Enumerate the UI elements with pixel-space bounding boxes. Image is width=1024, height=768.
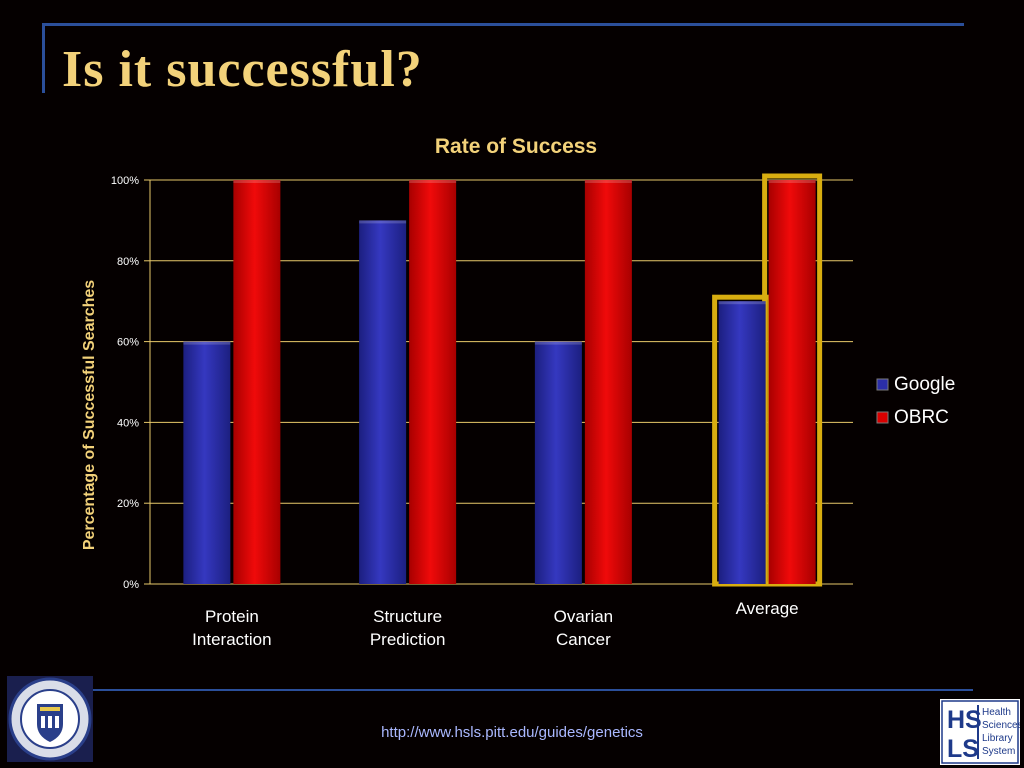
- svg-text:System: System: [982, 746, 1015, 757]
- top-rule: [42, 23, 964, 26]
- svg-text:Health: Health: [982, 707, 1011, 718]
- bar-cap: [233, 180, 281, 183]
- y-tick-label: 80%: [117, 256, 139, 268]
- chart-title: Rate of Success: [435, 135, 597, 158]
- bottom-rule: [88, 689, 973, 691]
- bar-cap: [183, 341, 231, 345]
- category-labels: Protein Interaction Structure Prediction Ova…: [192, 599, 798, 649]
- bar-chart: Rate of Success Percentage of Successful…: [81, 135, 955, 649]
- category-label: Average: [736, 599, 799, 618]
- bars: [183, 180, 816, 584]
- svg-text:HS: HS: [947, 706, 982, 734]
- slide-title: Is it successful?: [62, 41, 423, 98]
- y-tick-label: 100%: [111, 175, 139, 187]
- obrc-bar: [584, 180, 632, 584]
- svg-text:LS: LS: [947, 735, 979, 763]
- bar-cap: [584, 180, 632, 183]
- y-axis-label: Percentage of Successful Searches: [81, 280, 98, 550]
- legend-swatch-obrc: [876, 411, 889, 424]
- bar-cap: [768, 180, 816, 183]
- legend-label-google: Google: [894, 374, 955, 395]
- bar-cap: [359, 220, 407, 224]
- bar-cap: [718, 301, 766, 305]
- y-tick-label: 20%: [117, 498, 139, 510]
- legend: Google OBRC: [876, 374, 955, 428]
- footer-url: http://www.hsls.pitt.edu/guides/genetics: [381, 724, 643, 741]
- left-rule: [42, 23, 45, 93]
- y-tick-label: 60%: [117, 337, 139, 349]
- google-bar: [718, 301, 766, 584]
- bar-cap: [534, 341, 582, 345]
- bar-cap: [409, 180, 457, 183]
- google-bar: [183, 341, 231, 584]
- university-seal-logo: [7, 676, 93, 762]
- legend-swatch-google: [876, 378, 889, 391]
- google-bar: [534, 341, 582, 584]
- hsls-logo: HS LS Health Sciences Library System: [940, 699, 1020, 765]
- obrc-bar: [409, 180, 457, 584]
- svg-text:Library: Library: [982, 733, 1013, 744]
- category-label: Ovarian Cancer: [554, 607, 614, 649]
- y-tick-label: 40%: [117, 417, 139, 429]
- google-bar: [359, 220, 407, 584]
- obrc-bar: [768, 180, 816, 584]
- legend-label-obrc: OBRC: [894, 407, 949, 428]
- svg-text:Sciences: Sciences: [982, 720, 1020, 731]
- category-label: Structure Prediction: [370, 607, 446, 649]
- category-label: Protein Interaction: [192, 607, 271, 649]
- y-tick-label: 0%: [123, 579, 139, 591]
- obrc-bar: [233, 180, 281, 584]
